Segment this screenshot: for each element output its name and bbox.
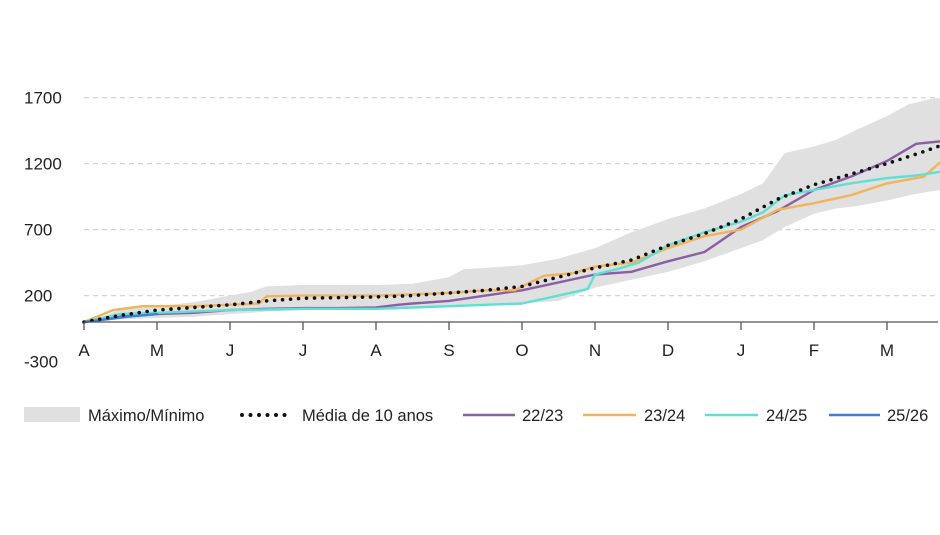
y-tick-label: 1700 xyxy=(24,89,62,108)
legend-label: Média de 10 anos xyxy=(302,407,433,425)
legend-label: 25/26 xyxy=(887,407,928,425)
axis-layer: 1700 1200 700 200 -300 A M J J A S O N D J F M xyxy=(24,89,938,372)
y-tick-label: 1200 xyxy=(24,155,62,174)
series-layer xyxy=(82,140,940,324)
band-layer xyxy=(84,97,940,322)
legend-label: 23/24 xyxy=(644,407,685,425)
x-tick-label: J xyxy=(737,341,746,360)
legend-swatch-band xyxy=(24,407,80,422)
x-tick-label: S xyxy=(443,341,454,360)
x-tick-label: N xyxy=(589,341,601,360)
legend: Máximo/Mínimo Média de 10 anos 22/23 23/24 2… xyxy=(24,407,928,425)
x-tick-label: D xyxy=(662,341,674,360)
y-tick-label: -300 xyxy=(24,353,58,372)
x-tick-label: J xyxy=(299,341,308,360)
band-max-min xyxy=(84,97,940,322)
x-tick-label: A xyxy=(370,341,382,360)
legend-label: 24/25 xyxy=(766,407,807,425)
y-tick-label: 700 xyxy=(24,221,52,240)
x-tick-label: M xyxy=(880,341,894,360)
series-line-23-24 xyxy=(82,160,940,324)
series-line-24-25 xyxy=(82,170,940,324)
y-tick-label: 200 xyxy=(24,287,52,306)
x-tick-label: F xyxy=(809,341,819,360)
x-tick-label: M xyxy=(150,341,164,360)
x-tick-label: O xyxy=(515,341,528,360)
x-tick-label: J xyxy=(226,341,235,360)
series-line-25-26 xyxy=(82,312,159,324)
legend-label: 22/23 xyxy=(522,407,563,425)
series-line-m-dia-de-10-anos xyxy=(82,143,940,324)
legend-label: Máximo/Mínimo xyxy=(88,407,204,425)
x-tick-label: A xyxy=(78,341,90,360)
